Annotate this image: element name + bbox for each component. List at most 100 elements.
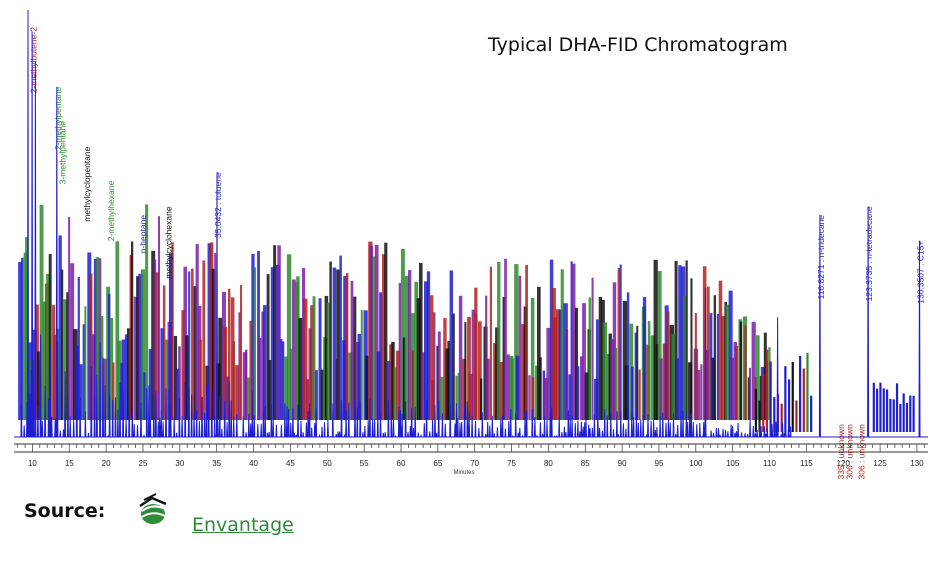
peak-label-stroke (568, 374, 571, 420)
x-tick-label: 55 (360, 459, 369, 468)
peak-label-stroke (614, 347, 618, 420)
peak-label-stroke (499, 362, 503, 420)
peak-label-stroke (209, 242, 214, 420)
peak-label-stroke (747, 377, 751, 420)
peak-label: 35.0432 : toluene (213, 172, 223, 238)
peak-label-stroke (227, 288, 231, 420)
peak-label-stroke (173, 335, 178, 420)
envantage-logo-icon (139, 493, 167, 524)
envantage-link[interactable]: Envantage (192, 514, 294, 536)
peak-label-stroke (268, 359, 272, 420)
peak-label-stroke (66, 292, 69, 420)
peak-label-stroke (291, 279, 296, 420)
peak-label-stroke (249, 320, 252, 420)
peak-label-stroke (207, 243, 212, 420)
peak-label-stroke (193, 286, 197, 420)
peak-label-stroke (393, 367, 397, 420)
peak-label-stroke (443, 317, 447, 420)
peak-label-stroke (244, 349, 248, 420)
peak-label-stroke (515, 355, 520, 420)
peak-label-stroke (606, 354, 610, 420)
peak-label-stroke (535, 365, 539, 420)
peak-label-stroke (136, 276, 140, 420)
peak-label-stroke (489, 266, 493, 420)
peak-label-stroke (84, 306, 87, 420)
peak-label-stroke (762, 374, 765, 432)
peak-label-stroke (400, 248, 405, 420)
peak-label-stroke (235, 365, 240, 420)
x-tick-label: 115 (800, 459, 813, 468)
peak-label-stroke (748, 367, 752, 420)
peak-label: 130.3507 : C15+ (916, 241, 926, 304)
peak-label-stroke (765, 361, 769, 432)
peak-label-stroke (332, 267, 337, 420)
x-axis-label: Minutes (453, 470, 474, 476)
x-tick-label: 80 (544, 459, 553, 468)
peak-label-stroke (261, 311, 265, 420)
peak-label-stroke (379, 292, 383, 420)
peak-label-stroke (711, 357, 715, 420)
peak-label-stroke (528, 375, 531, 420)
peak-label-stroke (685, 260, 688, 420)
peak-label-stroke (659, 358, 663, 420)
peak-label-stroke (34, 304, 39, 420)
peak-label-stroke (238, 312, 241, 420)
chromatogram-chart: 2-methylbutene-2:2-methylpentane3-methyl… (14, 9, 928, 480)
peak-label-stroke (690, 278, 693, 420)
x-tick-label: 90 (618, 459, 627, 468)
peak-label-stroke (369, 245, 373, 420)
peak-label-stroke (558, 309, 563, 420)
peak-label-stroke (310, 305, 315, 420)
peak-label-stroke (784, 366, 787, 432)
peak-label-stroke (518, 275, 522, 420)
peak-label-stroke (674, 260, 678, 420)
x-axis-ticks: 10 15 20 25 30 35 40 45 50 55 60 65 70 75 80 85 90 95 100 1… (17, 444, 925, 468)
x-tick-label: 15 (65, 459, 74, 468)
peak-label-stroke (165, 339, 170, 420)
peak-label-stroke (286, 254, 292, 420)
x-tick-label: 75 (507, 459, 516, 468)
peak-label-stroke (565, 329, 569, 420)
peak-label-stroke (572, 263, 576, 420)
peak-label-stroke (642, 297, 647, 420)
peak-label-stroke (273, 245, 277, 420)
peak-label-stroke (539, 357, 542, 420)
peak-label-stroke (730, 357, 734, 420)
peak-label-stroke (242, 352, 247, 420)
peak-label-stroke (48, 254, 52, 420)
peak-label-stroke (199, 339, 202, 420)
peak-label-stroke (205, 365, 210, 420)
x-tick-label: 25 (139, 459, 148, 468)
peak-label-stroke (912, 395, 915, 432)
x-tick-label: 10 (28, 459, 37, 468)
peak-label-stroke (148, 349, 152, 420)
peak-label-stroke (329, 261, 332, 420)
source-label: Source: (24, 500, 106, 522)
peak-label-stroke (223, 326, 228, 420)
x-tick-label: 105 (726, 459, 740, 468)
peak-label-stroke (653, 259, 658, 420)
peak-label: :2-methylpentane (53, 87, 63, 153)
peak-label-stroke (464, 322, 467, 420)
peak-label-stroke (315, 370, 318, 420)
x-tick-label: 30 (175, 459, 184, 468)
peak-label-stroke (521, 324, 525, 420)
peak-label-stroke (584, 372, 589, 420)
peak-label-stroke (171, 242, 174, 420)
peak-label-stroke (468, 373, 473, 420)
peak-label-stroke (497, 261, 501, 420)
peak-label-stroke (312, 296, 316, 420)
peak-label-stroke (63, 299, 67, 420)
peak-label-stroke (475, 313, 478, 420)
peak-label-stroke (455, 375, 458, 420)
peak-label-stroke (480, 378, 483, 420)
peak-label-stroke (458, 295, 463, 420)
peak-label-stroke (145, 204, 149, 420)
peak-label-stroke (626, 292, 630, 420)
peak-label-stroke (487, 358, 490, 420)
peak-label-stroke (151, 250, 156, 420)
peak-label-stroke (336, 269, 340, 420)
x-tick-label: 120 (837, 459, 851, 468)
peak-label-stroke (191, 268, 194, 420)
peak-label-stroke (372, 256, 376, 420)
